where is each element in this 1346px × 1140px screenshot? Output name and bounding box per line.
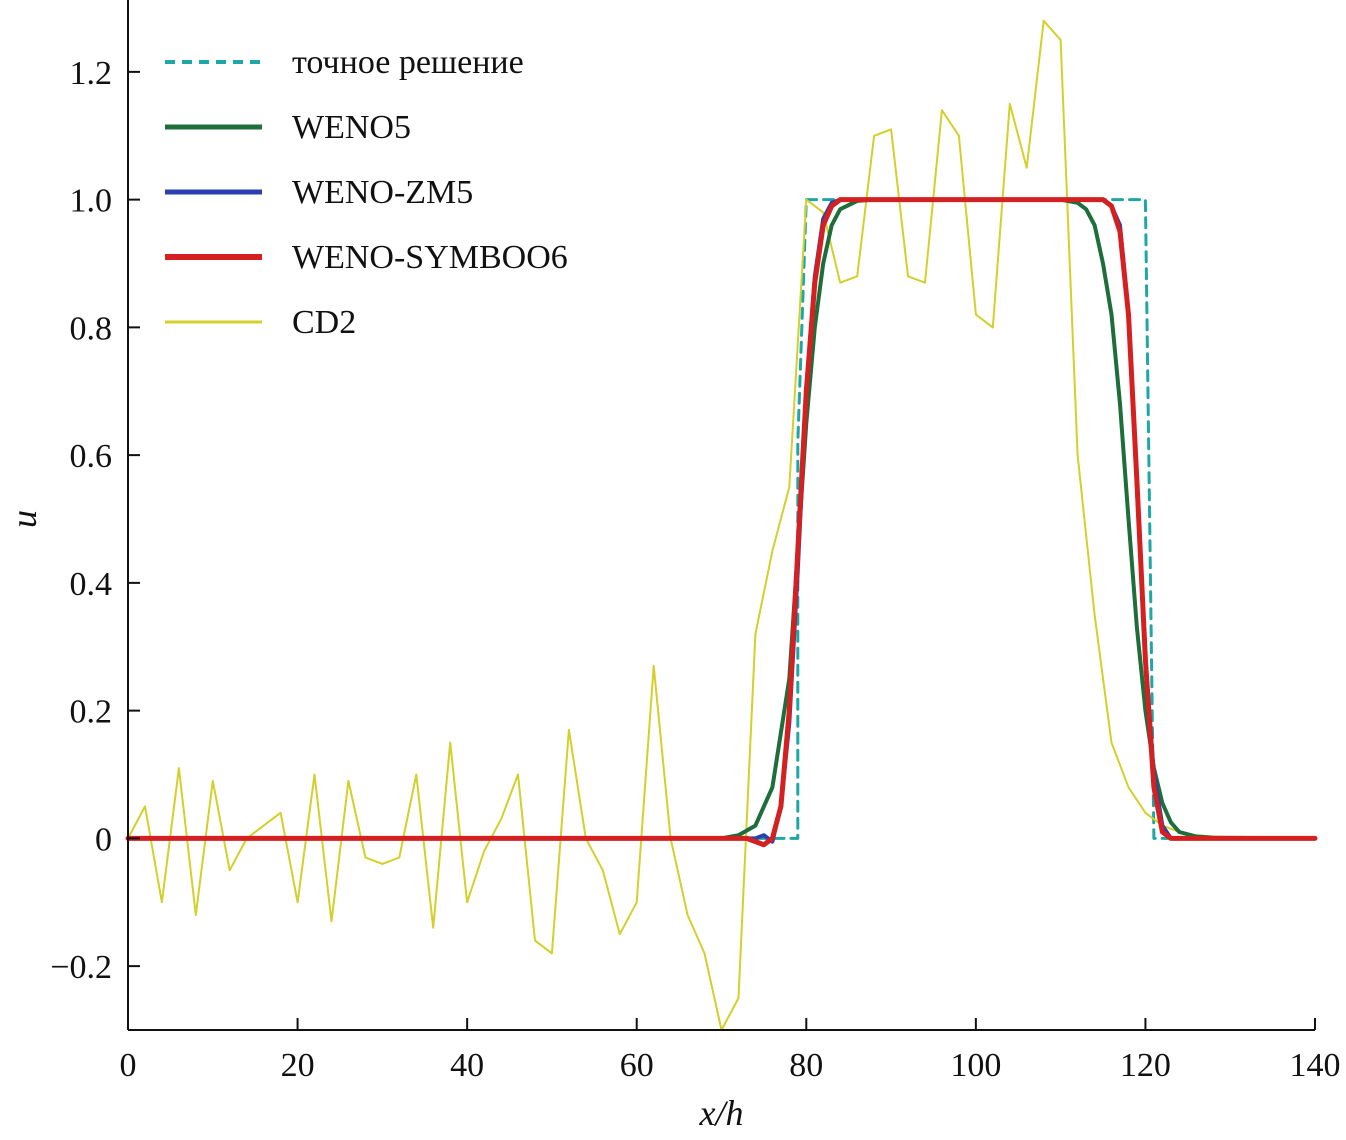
y-tick-label: 0.6: [70, 438, 113, 475]
y-tick-label: 1.2: [70, 55, 113, 92]
y-axis-label: u: [4, 510, 44, 528]
x-axis-label: x/h: [699, 1093, 744, 1133]
y-tick-label: 0.4: [70, 566, 113, 603]
legend-label: WENO-ZM5: [292, 174, 473, 211]
legend: точное решение WENO5 WENO-ZM5 WENO-SYMBOO6 C…: [165, 44, 568, 341]
legend-label: CD2: [292, 304, 356, 341]
x-tick-label: 60: [620, 1047, 654, 1084]
x-tick-label: 140: [1290, 1047, 1341, 1084]
legend-label: WENO5: [292, 109, 411, 146]
x-tick-label: 0: [120, 1047, 137, 1084]
y-tick-label: 0.2: [70, 694, 113, 731]
series-line-4: [125, 197, 1318, 848]
x-tick-label: 40: [450, 1047, 484, 1084]
y-tick-label: 0: [95, 821, 112, 858]
legend-label: WENO-SYMBOO6: [292, 239, 568, 276]
axes: 0 20 40 60 80 100 120 140 −0.2 0 0.2 0.4 0.6 0.8 1.0 1.…: [50, 0, 1341, 1084]
x-tick-label: 100: [950, 1047, 1001, 1084]
legend-label: точное решение: [292, 44, 524, 81]
y-tick-label: −0.2: [50, 949, 112, 986]
series-layer: [125, 19, 1318, 1031]
x-tick-label: 80: [789, 1047, 823, 1084]
series-line-1: [127, 19, 1316, 1031]
y-tick-label: 0.8: [70, 310, 113, 347]
x-tick-label: 120: [1120, 1047, 1171, 1084]
x-tick-label: 20: [281, 1047, 315, 1084]
y-tick-label: 1.0: [70, 183, 113, 220]
